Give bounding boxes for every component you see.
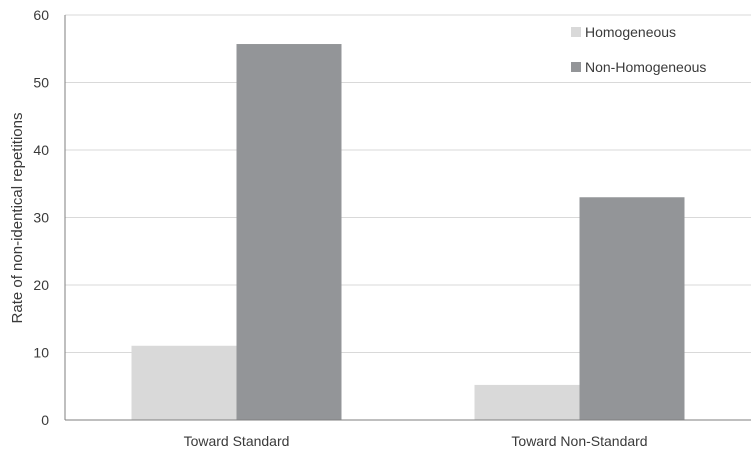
bar-non-homogeneous-0 [236,44,342,421]
y-axis-ticks: 0 10 20 30 40 50 60 [33,7,49,428]
legend: Homogeneous Non-Homogeneous [571,24,706,75]
y-tick-label: 40 [33,142,49,158]
y-tick-label: 20 [33,277,49,293]
x-axis-categories: Toward Standard Toward Non-Standard [184,433,648,449]
y-tick-label: 0 [41,412,49,428]
y-tick-label: 30 [33,210,49,226]
x-category-label: Toward Non-Standard [511,433,647,449]
legend-label: Non-Homogeneous [585,59,706,75]
y-tick-label: 50 [33,75,49,91]
x-category-label: Toward Standard [184,433,290,449]
y-tick-label: 60 [33,7,49,23]
bar-homogeneous-0 [131,345,237,420]
legend-swatch [571,27,581,37]
y-axis-title: Rate of non-identical repetitions [9,113,26,324]
legend-label: Homogeneous [585,24,676,40]
legend-swatch [571,62,581,72]
bars [131,44,685,421]
bar-homogeneous-1 [474,384,580,420]
bar-non-homogeneous-1 [579,197,685,420]
axes [64,15,751,421]
y-tick-label: 10 [33,345,49,361]
